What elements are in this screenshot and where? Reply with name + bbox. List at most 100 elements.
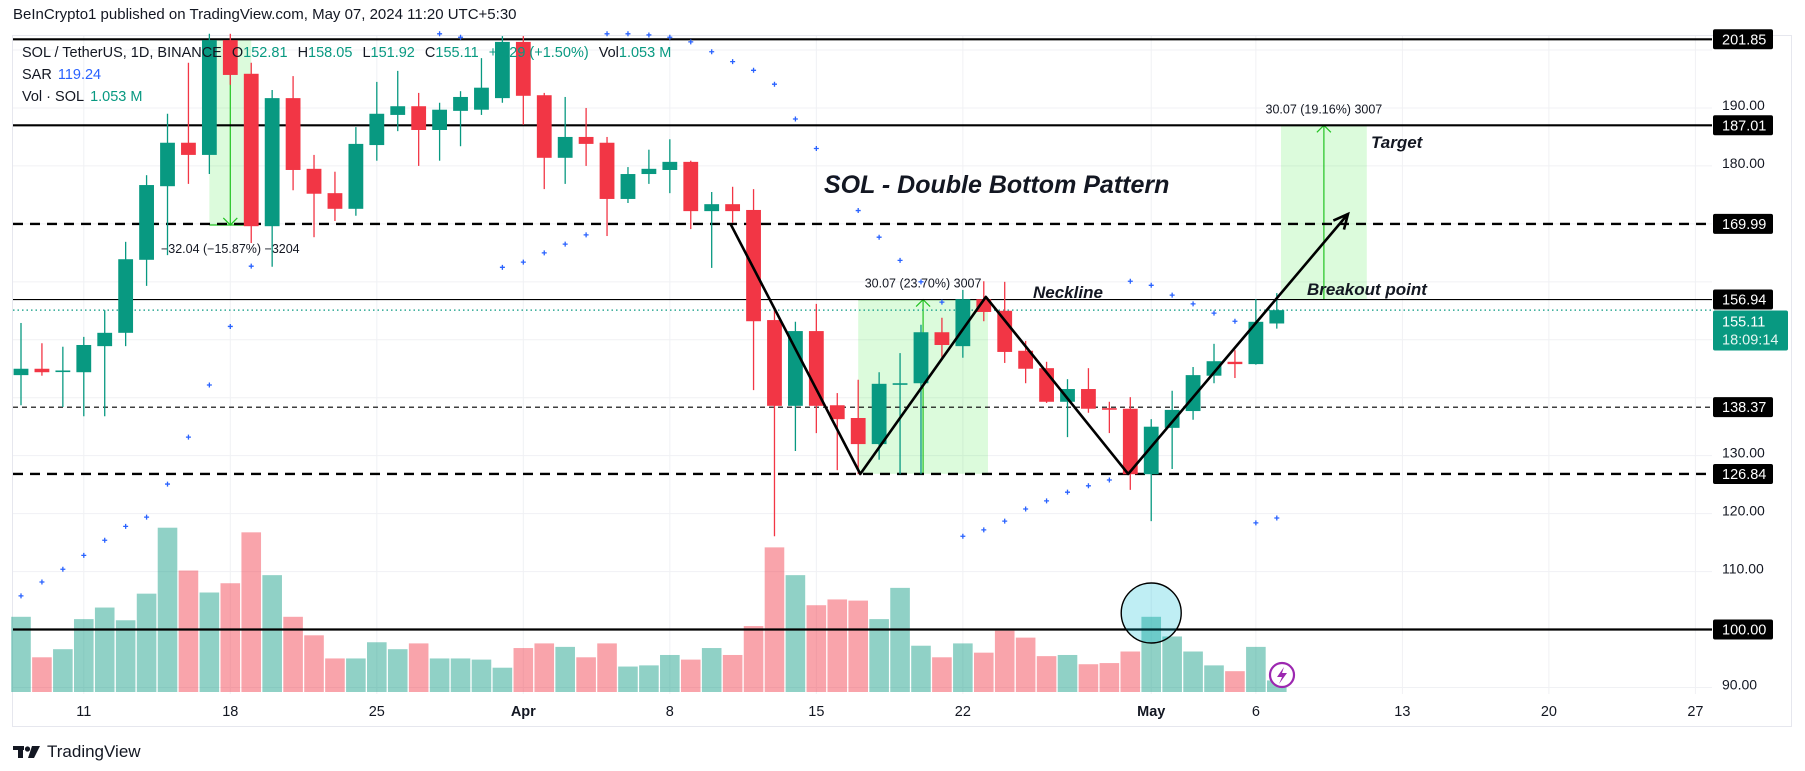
- candle-up[interactable]: [620, 174, 636, 199]
- candle-up[interactable]: [118, 259, 134, 333]
- candle-up[interactable]: [871, 383, 887, 445]
- chart-pane[interactable]: [12, 35, 1792, 727]
- candle-up[interactable]: [348, 143, 364, 209]
- candle-down[interactable]: [808, 331, 824, 406]
- candle-up[interactable]: [788, 331, 803, 406]
- candle-up[interactable]: [160, 142, 175, 187]
- sar-dot: [458, 34, 464, 40]
- legend-vol: 1.053 M: [618, 45, 672, 61]
- volume-bar: [932, 657, 952, 692]
- candle-up[interactable]: [1248, 321, 1264, 365]
- volume-bar: [178, 570, 199, 692]
- price-axis-tick: 130.00: [1722, 445, 1765, 461]
- candle-down[interactable]: [243, 73, 259, 227]
- candle-up[interactable]: [494, 41, 510, 99]
- legend-sar-row[interactable]: SAR 119.24: [22, 64, 671, 86]
- candle-down[interactable]: [599, 142, 615, 199]
- candle-up[interactable]: [662, 161, 678, 170]
- candle-up[interactable]: [97, 332, 113, 347]
- candle-up[interactable]: [913, 332, 929, 384]
- candle-down[interactable]: [327, 193, 343, 209]
- time-axis-tick: 8: [666, 704, 674, 720]
- candle-down[interactable]: [578, 136, 594, 144]
- candle-down[interactable]: [1227, 361, 1243, 365]
- volume-bar: [304, 635, 324, 692]
- legend-change: +2.29 (+1.50%): [488, 45, 589, 61]
- volume-highlight-circle[interactable]: [1120, 582, 1182, 644]
- candle-down[interactable]: [683, 161, 699, 212]
- volume-bar: [1183, 651, 1203, 692]
- volume-bar: [450, 658, 471, 692]
- candle-down[interactable]: [181, 142, 196, 155]
- candle-up[interactable]: [432, 109, 447, 130]
- candle-up[interactable]: [1164, 409, 1180, 428]
- sar-dot: [730, 59, 736, 65]
- candle-down[interactable]: [976, 299, 992, 312]
- legend-symbol[interactable]: SOL / TetherUS, 1D, BINANCE: [22, 45, 222, 61]
- candle-down[interactable]: [34, 368, 50, 373]
- tradingview-logo[interactable]: TradingView: [13, 742, 141, 762]
- sar-dot: [227, 323, 233, 329]
- legend-volume-row[interactable]: Vol · SOL 1.053 M: [22, 86, 671, 108]
- candle-down[interactable]: [850, 418, 866, 445]
- candle-up[interactable]: [1206, 361, 1222, 376]
- candle-down[interactable]: [411, 106, 427, 130]
- candle-up[interactable]: [1269, 310, 1285, 324]
- target-label[interactable]: Target: [1371, 133, 1424, 152]
- candle-up[interactable]: [201, 40, 217, 155]
- candle-down[interactable]: [1018, 350, 1034, 369]
- candle-down[interactable]: [725, 204, 741, 212]
- candle-down[interactable]: [934, 332, 950, 345]
- candle-down[interactable]: [536, 95, 552, 158]
- price-axis-tick: 180.00: [1722, 155, 1765, 171]
- candle-up[interactable]: [55, 370, 71, 373]
- volume-bar: [241, 532, 262, 692]
- double-bottom-path[interactable]: [729, 213, 1349, 476]
- breakout-point-label[interactable]: Breakout point: [1307, 280, 1428, 299]
- candle-down[interactable]: [285, 98, 301, 170]
- candle-up[interactable]: [76, 344, 92, 373]
- sar-dot: [1106, 477, 1112, 483]
- candle-up[interactable]: [264, 98, 280, 227]
- sar-dot: [792, 116, 798, 122]
- candle-down[interactable]: [515, 41, 531, 96]
- volume-bar: [597, 643, 617, 692]
- chart-title[interactable]: SOL - Double Bottom Pattern: [824, 171, 1169, 199]
- candle-up[interactable]: [453, 96, 468, 111]
- measure-label: −32.04 (−15.87%) −3204: [161, 242, 300, 256]
- candle-up[interactable]: [892, 383, 908, 385]
- volume-bar: [806, 605, 827, 692]
- candle-down[interactable]: [997, 310, 1013, 352]
- lightning-icon[interactable]: [1268, 661, 1296, 689]
- candle-up[interactable]: [704, 204, 720, 212]
- sar-dot: [499, 264, 505, 270]
- candle-down[interactable]: [306, 168, 322, 194]
- candle-up[interactable]: [390, 106, 406, 115]
- candle-up[interactable]: [139, 185, 154, 260]
- candle-up[interactable]: [474, 87, 489, 110]
- volume-bar: [73, 619, 94, 692]
- candle-up[interactable]: [1143, 426, 1159, 475]
- candle-up[interactable]: [369, 113, 385, 146]
- time-axis-tick: 6: [1252, 704, 1260, 720]
- candle-down[interactable]: [1122, 408, 1138, 475]
- neckline-label[interactable]: Neckline: [1033, 283, 1103, 302]
- candle-down[interactable]: [222, 40, 238, 75]
- volume-bar: [701, 648, 722, 692]
- candle-down[interactable]: [829, 405, 845, 420]
- candle-down[interactable]: [767, 320, 782, 406]
- candle-down[interactable]: [1081, 389, 1096, 409]
- volume-bar: [346, 658, 366, 692]
- legend-volume-label: Vol · SOL: [22, 89, 85, 105]
- candle-up[interactable]: [557, 136, 573, 158]
- legend-high: 158.05: [308, 45, 353, 61]
- candle-up[interactable]: [641, 168, 657, 175]
- candle-up[interactable]: [13, 368, 29, 376]
- last-price-label: 155.11: [1722, 315, 1765, 331]
- candle-down[interactable]: [1101, 408, 1117, 410]
- publish-header: BeInCrypto1 published on TradingView.com…: [13, 6, 517, 23]
- volume-bar: [367, 642, 387, 692]
- measure-label: 30.07 (19.16%) 3007: [1266, 102, 1383, 116]
- pattern-drawings: [729, 211, 1350, 644]
